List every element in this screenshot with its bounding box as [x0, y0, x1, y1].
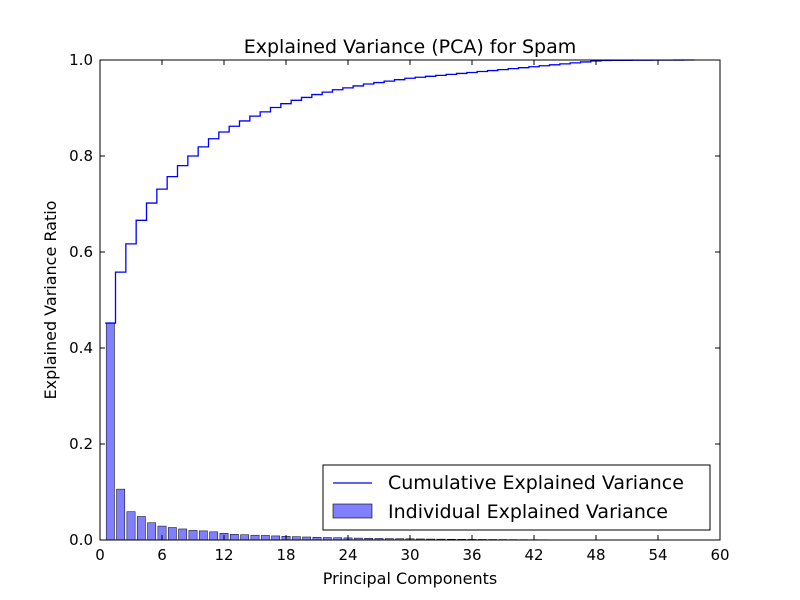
y-tick-label: 0.2 [69, 435, 93, 453]
y-tick-label: 0.8 [69, 147, 93, 165]
x-tick-label: 6 [157, 546, 167, 564]
variance-bar [229, 533, 239, 541]
x-axis-label: Principal Components [323, 569, 498, 588]
variance-bar [116, 488, 126, 541]
variance-bar [188, 530, 198, 541]
individual-variance-bars [105, 322, 694, 541]
legend-individual-label: Individual Explained Variance [388, 501, 668, 523]
variance-bar [147, 522, 157, 541]
variance-bar [167, 527, 177, 541]
x-tick-label: 0 [95, 546, 105, 564]
x-tick-label: 48 [586, 546, 605, 564]
variance-bar [126, 511, 136, 541]
variance-bar [291, 536, 301, 541]
y-tick-label: 1.0 [69, 51, 93, 69]
variance-bar [271, 535, 281, 541]
x-tick-label: 54 [648, 546, 667, 564]
legend-box [322, 464, 711, 531]
y-tick-label: 0.6 [69, 243, 93, 261]
x-tick-label: 60 [710, 546, 729, 564]
variance-bar [178, 528, 188, 541]
axis-ticks: 0 6 12 18 24 30 36 42 48 54 60 0.0 0.2 0.4 0.6 0.8 1.0 [69, 51, 729, 564]
variance-bar [105, 322, 115, 541]
x-tick-label: 36 [462, 546, 481, 564]
variance-bar [136, 516, 146, 541]
variance-bar [198, 530, 208, 541]
legend-individual-swatch [332, 503, 373, 519]
x-tick-label: 18 [276, 546, 295, 564]
y-axis-label: Explained Variance Ratio [41, 201, 60, 400]
x-tick-label: 42 [524, 546, 543, 564]
variance-bar [209, 531, 219, 541]
variance-bar [240, 534, 250, 541]
variance-bar [250, 534, 260, 541]
legend-cumulative-label: Cumulative Explained Variance [388, 472, 684, 494]
chart-title: Explained Variance (PCA) for Spam [244, 36, 576, 58]
plot-frame [99, 59, 721, 541]
y-tick-label: 0.4 [69, 339, 93, 357]
x-tick-label: 12 [214, 546, 233, 564]
x-tick-label: 24 [338, 546, 357, 564]
x-tick-label: 30 [400, 546, 419, 564]
legend: Cumulative Explained Variance Individual… [322, 464, 711, 531]
cumulative-variance-line [105, 59, 695, 324]
y-tick-label: 0.0 [69, 531, 93, 549]
variance-bar [260, 535, 270, 541]
